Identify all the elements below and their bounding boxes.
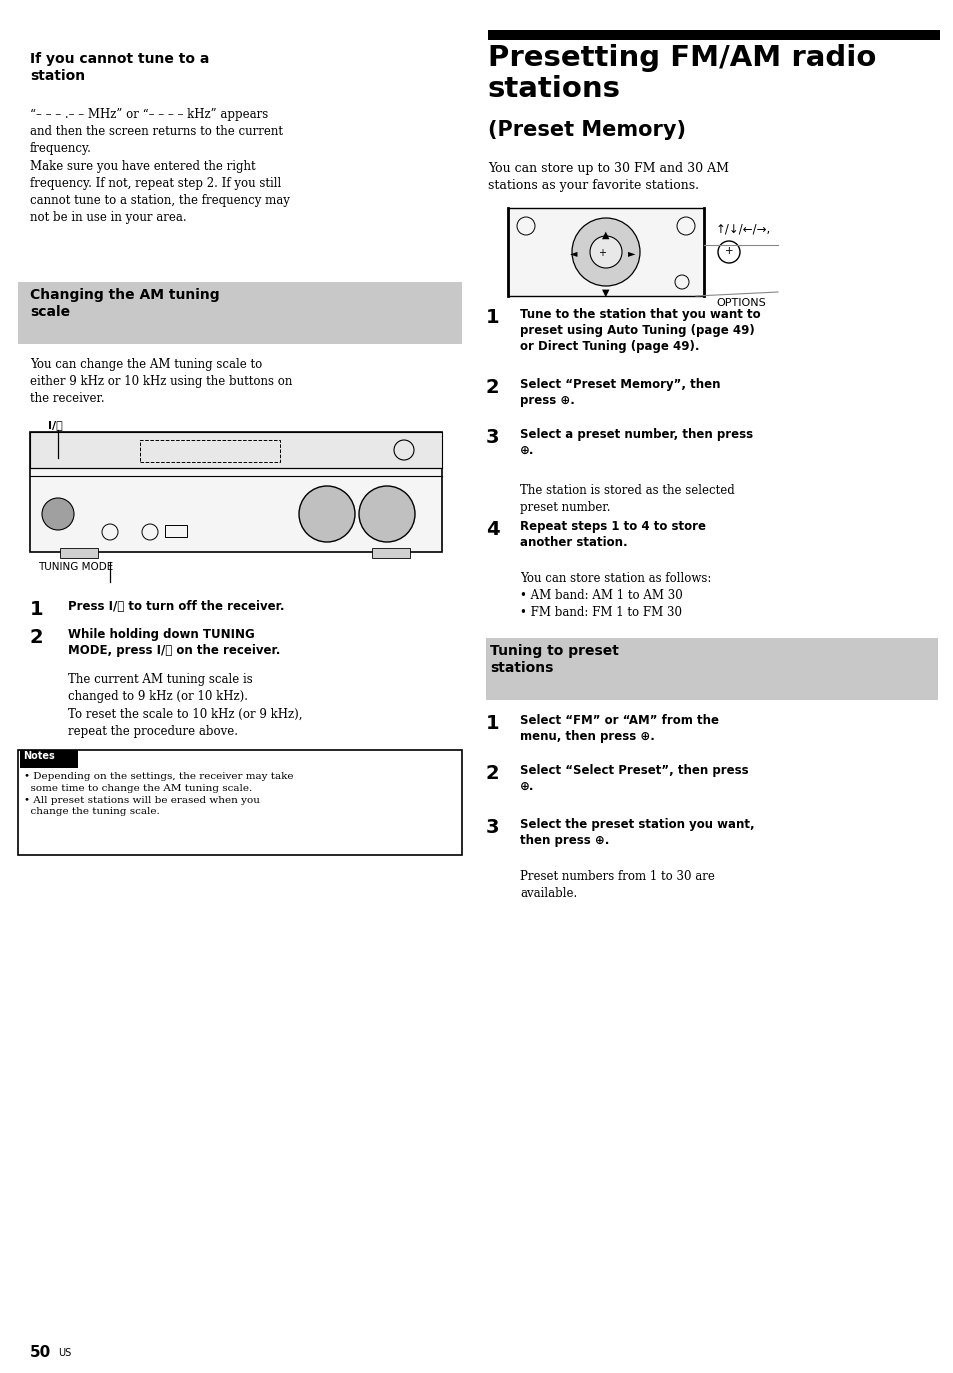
FancyBboxPatch shape	[488, 30, 939, 40]
Text: • Depending on the settings, the receiver may take
  some time to change the AM : • Depending on the settings, the receive…	[24, 772, 294, 817]
Text: ►: ►	[628, 249, 635, 258]
Text: ↑/↓/←/→,: ↑/↓/←/→,	[716, 222, 770, 235]
Text: Press I/⏽ to turn off the receiver.: Press I/⏽ to turn off the receiver.	[68, 600, 284, 612]
Text: 4: 4	[485, 520, 499, 540]
Text: ▲: ▲	[601, 231, 609, 240]
Text: “– – – .– – MHz” or “– – – – kHz” appears
and then the screen returns to the cur: “– – – .– – MHz” or “– – – – kHz” appear…	[30, 108, 290, 224]
Text: While holding down TUNING
MODE, press I/⏽ on the receiver.: While holding down TUNING MODE, press I/…	[68, 627, 280, 658]
Circle shape	[572, 218, 639, 286]
Circle shape	[358, 486, 415, 542]
Text: 2: 2	[30, 627, 44, 647]
Text: 1: 1	[30, 600, 44, 619]
Text: The station is stored as the selected
preset number.: The station is stored as the selected pr…	[519, 485, 734, 514]
Text: Select a preset number, then press
⊕.: Select a preset number, then press ⊕.	[519, 428, 752, 457]
Text: Repeat steps 1 to 4 to store
another station.: Repeat steps 1 to 4 to store another sta…	[519, 520, 705, 549]
Text: US: US	[58, 1348, 71, 1358]
Text: ◄: ◄	[570, 249, 578, 258]
Text: 3: 3	[485, 818, 499, 838]
Text: +: +	[724, 246, 733, 255]
FancyBboxPatch shape	[507, 207, 703, 297]
Text: If you cannot tune to a
station: If you cannot tune to a station	[30, 52, 209, 84]
Text: (Preset Memory): (Preset Memory)	[488, 119, 685, 140]
Text: 1: 1	[485, 714, 499, 733]
Text: Preset numbers from 1 to 30 are
available.: Preset numbers from 1 to 30 are availabl…	[519, 870, 714, 899]
Text: Changing the AM tuning
scale: Changing the AM tuning scale	[30, 288, 219, 319]
FancyBboxPatch shape	[372, 548, 410, 557]
Text: 1: 1	[485, 308, 499, 327]
Text: 3: 3	[485, 428, 499, 448]
Text: 2: 2	[485, 378, 499, 397]
FancyBboxPatch shape	[30, 432, 441, 552]
Text: The current AM tuning scale is
changed to 9 kHz (or 10 kHz).
To reset the scale : The current AM tuning scale is changed t…	[68, 673, 302, 737]
FancyBboxPatch shape	[485, 638, 937, 700]
FancyBboxPatch shape	[20, 750, 78, 768]
Text: Tune to the station that you want to
preset using Auto Tuning (page 49)
or Direc: Tune to the station that you want to pre…	[519, 308, 760, 353]
Text: You can store up to 30 FM and 30 AM
stations as your favorite stations.: You can store up to 30 FM and 30 AM stat…	[488, 162, 728, 192]
FancyBboxPatch shape	[30, 432, 441, 468]
Circle shape	[42, 498, 74, 530]
Text: TUNING MODE: TUNING MODE	[38, 562, 113, 573]
Text: 50: 50	[30, 1346, 51, 1361]
Text: Notes: Notes	[23, 751, 54, 761]
Text: +: +	[598, 249, 605, 258]
Text: 2: 2	[485, 763, 499, 783]
Text: You can store station as follows:
• AM band: AM 1 to AM 30
• FM band: FM 1 to FM: You can store station as follows: • AM b…	[519, 573, 711, 619]
Text: Select “FM” or “AM” from the
menu, then press ⊕.: Select “FM” or “AM” from the menu, then …	[519, 714, 719, 743]
Text: ▼: ▼	[601, 288, 609, 298]
Text: Presetting FM/AM radio
stations: Presetting FM/AM radio stations	[488, 44, 876, 103]
Text: I/⏽: I/⏽	[48, 420, 63, 430]
Text: You can change the AM tuning scale to
either 9 kHz or 10 kHz using the buttons o: You can change the AM tuning scale to ei…	[30, 358, 292, 405]
Circle shape	[589, 236, 621, 268]
Text: OPTIONS: OPTIONS	[716, 298, 765, 308]
Text: Select “Preset Memory”, then
press ⊕.: Select “Preset Memory”, then press ⊕.	[519, 378, 720, 408]
Circle shape	[298, 486, 355, 542]
FancyBboxPatch shape	[60, 548, 98, 557]
FancyBboxPatch shape	[18, 281, 461, 345]
Text: Select the preset station you want,
then press ⊕.: Select the preset station you want, then…	[519, 818, 754, 847]
Text: Tuning to preset
stations: Tuning to preset stations	[490, 644, 618, 674]
Text: Select “Select Preset”, then press
⊕.: Select “Select Preset”, then press ⊕.	[519, 763, 748, 794]
